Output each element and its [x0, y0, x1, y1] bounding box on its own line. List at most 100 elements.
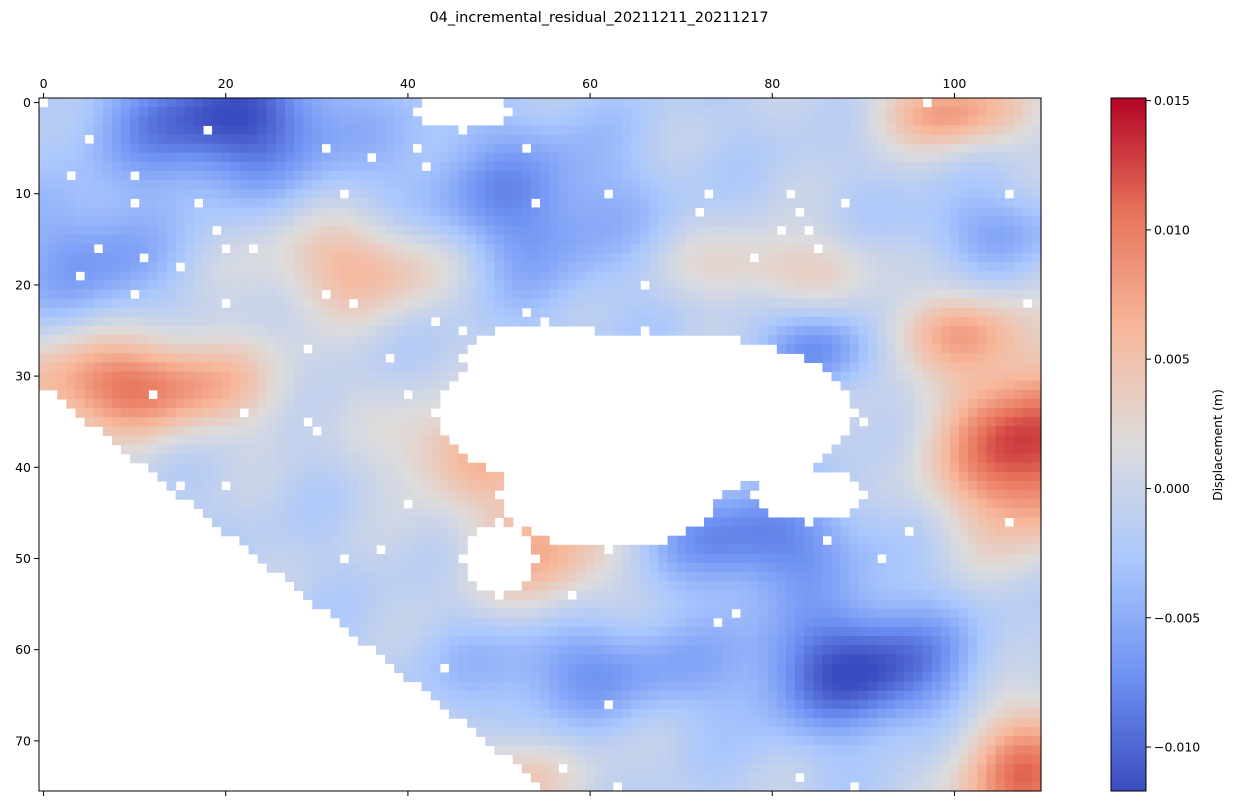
heatmap-cell [877, 280, 887, 291]
heatmap-cell [867, 152, 878, 163]
heatmap-cell [940, 134, 951, 145]
heatmap-cell [394, 563, 404, 573]
heatmap-cell [303, 234, 313, 245]
heatmap-cell [102, 353, 113, 364]
heatmap-cell [831, 335, 842, 345]
heatmap-cell [886, 125, 896, 136]
heatmap-cell [275, 398, 286, 409]
heatmap-cell [758, 563, 769, 573]
heatmap-cell [212, 280, 222, 291]
heatmap-cell [959, 426, 969, 436]
heatmap-cell [357, 253, 368, 263]
heatmap-cell [594, 161, 605, 172]
heatmap-cell [922, 444, 933, 455]
heatmap-cell [275, 553, 286, 564]
heatmap-cell [694, 563, 705, 573]
heatmap-cell [458, 335, 468, 345]
heatmap-cell [776, 581, 787, 591]
heatmap-cell [895, 380, 905, 391]
heatmap-cell [212, 98, 222, 108]
heatmap-cell [849, 444, 860, 455]
heatmap-cell [922, 426, 933, 436]
heatmap-cell [685, 553, 696, 564]
heatmap-cell [202, 198, 213, 209]
heatmap-cell [403, 535, 414, 546]
heatmap-cell [157, 325, 168, 336]
heatmap-cell [66, 325, 77, 336]
heatmap-cell [148, 170, 159, 181]
heatmap-cell [713, 499, 723, 509]
heatmap-cell [230, 253, 240, 263]
heatmap-cell [749, 170, 760, 181]
heatmap-cell [867, 125, 878, 136]
heatmap-cell [120, 152, 131, 163]
heatmap-cell [193, 435, 204, 446]
heatmap-cell [1004, 289, 1015, 300]
heatmap-cell [631, 325, 641, 336]
heatmap-cell [476, 289, 486, 300]
heatmap-cell [722, 572, 732, 582]
heatmap-cell [877, 253, 887, 263]
heatmap-cell [804, 262, 814, 272]
heatmap-cell [822, 161, 833, 172]
heatmap-cell [785, 289, 796, 300]
heatmap-cell [357, 508, 368, 519]
heatmap-cell [558, 180, 568, 190]
heatmap-cell [75, 408, 86, 418]
heatmap-cell [348, 626, 359, 637]
heatmap-cell [148, 344, 159, 354]
heatmap-cell [212, 189, 222, 199]
heatmap-cell [366, 526, 377, 537]
heatmap-cell [940, 462, 951, 473]
heatmap-cell [913, 362, 924, 373]
heatmap-cell [239, 344, 250, 354]
heatmap-cell [530, 225, 541, 236]
heatmap-cell [977, 535, 987, 546]
heatmap-cell [376, 408, 386, 418]
heatmap-cell [39, 289, 49, 300]
heatmap-cell [284, 408, 295, 418]
heatmap-cell [849, 107, 860, 117]
heatmap-cell [385, 590, 395, 601]
heatmap-cell [813, 216, 823, 227]
heatmap-cell [904, 398, 915, 409]
heatmap-cell [193, 398, 204, 409]
heatmap-cell [366, 626, 377, 637]
heatmap-cell [612, 262, 623, 272]
heatmap-cell [239, 180, 250, 190]
heatmap-cell [1004, 435, 1015, 446]
heatmap-cell [93, 408, 104, 418]
heatmap-cell [439, 453, 450, 464]
heatmap-cell [385, 316, 395, 327]
heatmap-cell [385, 280, 395, 291]
heatmap-cell [840, 535, 851, 546]
heatmap-cell [603, 116, 614, 126]
heatmap-cell [530, 626, 541, 637]
heatmap-cell [713, 508, 723, 519]
heatmap-cell [403, 180, 414, 190]
heatmap-cell [849, 180, 860, 190]
heatmap-cell [230, 371, 240, 382]
heatmap-cell [694, 161, 705, 172]
heatmap-cell [631, 216, 641, 227]
heatmap-cell [430, 581, 441, 591]
heatmap-cell [120, 198, 131, 209]
heatmap-cell [330, 134, 341, 145]
heatmap-cell [257, 535, 268, 546]
heatmap-cell [284, 271, 295, 281]
heatmap-cell [968, 170, 978, 181]
heatmap-cell [1022, 262, 1033, 272]
heatmap-cell [1013, 325, 1024, 336]
heatmap-cell [284, 316, 295, 327]
heatmap-cell [621, 581, 632, 591]
heatmap-cell [640, 289, 650, 300]
heatmap-cell [895, 535, 905, 546]
heatmap-cell [913, 280, 924, 291]
heatmap-cell [758, 298, 769, 309]
heatmap-cell [1031, 608, 1042, 619]
heatmap-cell [458, 344, 468, 354]
heatmap-cell [312, 207, 322, 218]
heatmap-cell [148, 262, 159, 272]
heatmap-cell [849, 608, 860, 619]
heatmap-cell [594, 325, 605, 336]
